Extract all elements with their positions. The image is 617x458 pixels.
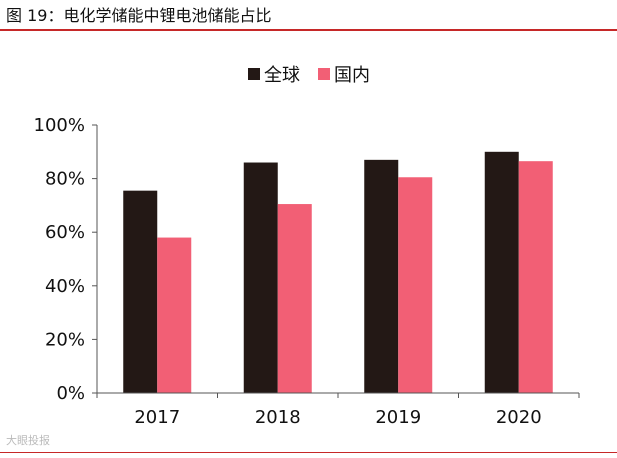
y-tick-label: 60%	[45, 222, 85, 243]
bar-2020-global	[484, 151, 519, 393]
y-tick-label: 20%	[45, 329, 85, 350]
y-tick-label: 0%	[56, 383, 85, 404]
bars	[123, 151, 553, 393]
legend-label-global: 全球	[264, 65, 300, 86]
bar-2019-domestic	[398, 177, 433, 393]
bar-2019-global	[364, 159, 399, 393]
bar-2017-global	[123, 190, 158, 393]
legend-swatch-domestic	[318, 68, 330, 80]
watermark: 大眼投报	[6, 434, 50, 447]
title-divider	[0, 29, 617, 31]
y-tick-label: 40%	[45, 276, 85, 297]
bar-2020-domestic	[518, 161, 553, 393]
bar-2018-global	[243, 162, 278, 393]
bar-2017-domestic	[157, 237, 192, 393]
bar-2018-domestic	[277, 204, 312, 393]
x-tick-label: 2019	[375, 407, 421, 428]
y-tick-label: 80%	[45, 169, 85, 190]
axes: 0% 20% 40% 60% 80% 100% 2017 2018 2019 2020	[34, 115, 580, 428]
legend: 全球 国内	[248, 65, 370, 86]
legend-swatch-global	[248, 68, 260, 80]
legend-label-domestic: 国内	[334, 65, 370, 86]
x-tick-label: 2020	[496, 407, 542, 428]
x-tick-label: 2018	[255, 407, 301, 428]
y-tick-label: 100%	[34, 115, 85, 136]
x-tick-label: 2017	[134, 407, 180, 428]
footer-divider	[0, 452, 617, 453]
figure-title: 图 19：电化学储能中锂电池储能占比	[6, 6, 272, 25]
